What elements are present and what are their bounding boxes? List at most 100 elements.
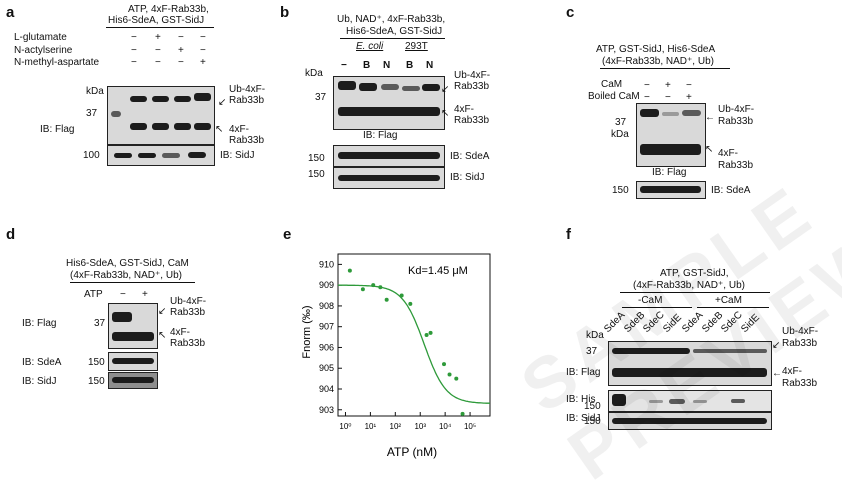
panel-d-sdea-blot	[108, 352, 158, 371]
panel-b-lane-label: N	[383, 60, 391, 71]
panel-b-lane-label: B	[363, 60, 371, 71]
panel-b-band1b: Rab33b	[454, 81, 490, 92]
panel-a-flag-blot	[107, 86, 215, 145]
panel-b-lane-label: −	[341, 60, 347, 71]
panel-a-sign: −	[155, 45, 161, 56]
panel-c-row2: Boiled CaM	[588, 91, 640, 102]
chart-frame	[337, 253, 491, 417]
panel-a-sign: −	[155, 57, 161, 68]
chart-xtick-label: 10⁵	[464, 422, 476, 431]
panel-f-band1b: Rab33b	[782, 338, 818, 349]
panel-f-band2: 4xF-	[782, 366, 802, 377]
panel-f-his-blot	[608, 390, 772, 412]
panel-d-sidj-blot	[108, 372, 158, 389]
panel-c-mw37: 37	[615, 117, 627, 128]
panel-f-band2b: Rab33b	[782, 378, 818, 389]
panel-a-sign: +	[155, 32, 161, 43]
panel-e-chart: 903 904 905 906 907 908 909 910 10⁰ 10¹ 10² 10³ 10⁴ 1…	[301, 253, 491, 459]
panel-c-sign-cam: −	[644, 80, 650, 91]
panel-d-atp: ATP	[84, 289, 103, 300]
panel-f-ib-flag: IB: Flag	[566, 367, 601, 378]
panel-a-row-3: N-methyl-aspartate	[14, 57, 100, 68]
panel-b-kda: kDa	[305, 68, 323, 79]
panel-d-sign-1: −	[120, 289, 126, 300]
panel-b-mw150a: 150	[308, 153, 325, 164]
panel-a-row-1: L-glutamate	[14, 32, 67, 43]
panel-f-header: ATP, GST-SidJ,	[660, 268, 729, 279]
chart-point	[371, 283, 376, 288]
panel-a-mw100: 100	[83, 150, 100, 161]
panel-a-band2b: Rab33b	[229, 135, 265, 146]
chart-xtick-label: 10¹	[365, 422, 377, 431]
panel-b-header2: His6-SdeA, GST-SidJ	[346, 26, 443, 37]
panel-c-flag-blot	[636, 103, 706, 167]
panel-c-band1b: Rab33b	[718, 116, 754, 127]
chart-ytick-label: 904	[319, 384, 334, 394]
panel-d-band1: Ub-4xF-	[170, 296, 207, 307]
panel-d-band2b: Rab33b	[170, 338, 206, 349]
panel-c-header: ATP, GST-SidJ, His6-SdeA	[596, 44, 716, 55]
chart-point	[360, 287, 365, 292]
panel-a-band1: Ub-4xF-	[229, 84, 266, 95]
panel-b-band2: 4xF-	[454, 104, 474, 115]
chart-point	[442, 362, 447, 367]
panel-c-band2: 4xF-	[718, 148, 738, 159]
panel-a-ib-flag: IB: Flag	[40, 124, 75, 135]
panel-c-sign-boiled: +	[686, 92, 692, 103]
panel-a-sidj-blot	[107, 145, 215, 166]
panel-a-band1b: Rab33b	[229, 95, 265, 106]
panel-b-group2: 293T	[405, 41, 428, 52]
panel-c-ib-sdea: IB: SdeA	[711, 185, 751, 196]
panel-f-band1: Ub-4xF-	[782, 326, 819, 337]
panel-b-lane-label: B	[406, 60, 414, 71]
chart-ytick-label: 910	[319, 259, 334, 269]
chart-xtick-label: 10⁴	[439, 422, 452, 431]
chart-point	[399, 293, 404, 298]
panel-c-sign-cam: +	[665, 80, 671, 91]
panel-a-sign: −	[200, 32, 206, 43]
panel-d-sign-2: +	[142, 289, 148, 300]
panel-f-sidj-blot	[608, 412, 772, 430]
panel-a-band2: 4xF-	[229, 124, 249, 135]
panel-b-sidj-blot	[333, 167, 445, 189]
panel-a-row-2: N-actylserine	[14, 45, 73, 56]
panel-b-band1: Ub-4xF-	[454, 70, 491, 81]
panel-b-ib-sdea: IB: SdeA	[450, 151, 490, 162]
panel-a-sign: −	[178, 57, 184, 68]
chart-point	[424, 333, 429, 337]
panel-b-header: Ub, NAD⁺, 4xF-Rab33b,	[337, 14, 446, 25]
panel-f-mw37: 37	[586, 346, 598, 357]
chart-kd-label: Kd=1.45 μM	[408, 265, 468, 277]
chart-xlabel: ATP (nM)	[387, 445, 437, 459]
panel-b-band2b: Rab33b	[454, 115, 490, 126]
panel-f-kda: kDa	[586, 330, 604, 341]
panel-a-sign: −	[200, 45, 206, 56]
panel-c-band1: Ub-4xF-	[718, 104, 755, 115]
panel-a-kda: kDa	[86, 86, 104, 97]
panel-d-ib-sidj: IB: SidJ	[22, 376, 57, 387]
chart-ytick-label: 903	[319, 405, 334, 415]
panel-f-ib-his: IB: His	[566, 394, 596, 405]
panel-f-group2: +CaM	[715, 295, 742, 306]
panel-d-header: His6-SdeA, GST-SidJ, CaM	[66, 258, 189, 269]
panel-a-label: a	[6, 4, 15, 21]
chart-point	[460, 411, 465, 416]
panel-b-ib-flag: IB: Flag	[363, 130, 398, 141]
chart-fit-line	[338, 284, 491, 404]
panel-c-sdea-blot	[636, 181, 706, 199]
panel-b-lane-label: N	[426, 60, 434, 71]
panel-c-mw150: 150	[612, 185, 629, 196]
panel-c-sign-cam: −	[686, 80, 692, 91]
panel-a-mw37: 37	[86, 108, 98, 119]
panel-d-ib-sdea: IB: SdeA	[22, 357, 62, 368]
panel-f-ib-sidj: IB: SidJ	[566, 413, 601, 424]
panel-d-band1b: Rab33b	[170, 307, 206, 318]
panel-a-sign: −	[178, 32, 184, 43]
panel-d-label: d	[6, 226, 16, 243]
panel-b-ib-sidj: IB: SidJ	[450, 172, 485, 183]
panel-f-group1: -CaM	[638, 295, 663, 306]
chart-xtick-label: 10³	[414, 422, 426, 431]
panel-b-sdea-blot	[333, 145, 445, 167]
panel-a-sign: −	[131, 32, 137, 43]
chart-point	[447, 372, 452, 377]
